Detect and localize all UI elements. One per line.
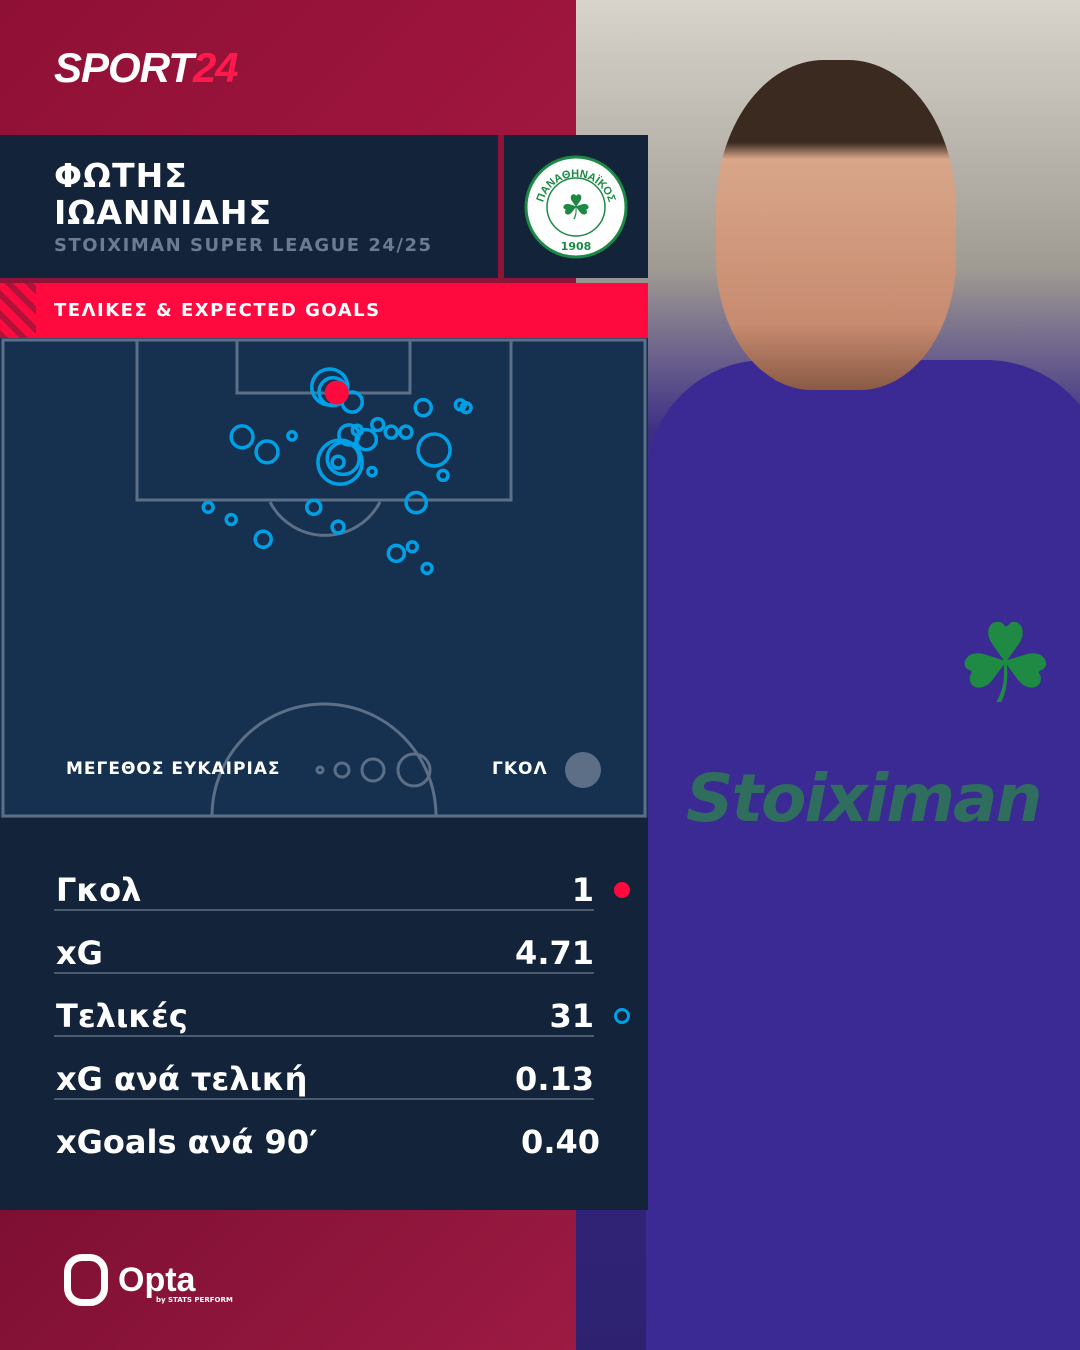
stat-value: 1 <box>571 871 594 909</box>
shot <box>354 427 379 452</box>
player-shirt <box>646 360 1080 1350</box>
goal-marker-icon <box>614 882 630 898</box>
stat-row: xG ανά τελική 0.13 <box>54 1037 594 1100</box>
shot <box>370 416 386 433</box>
competition-label: STOIXIMAN SUPER LEAGUE 24/25 <box>54 235 433 256</box>
shot <box>330 454 346 470</box>
shot <box>350 423 364 437</box>
opta-logo: Opta by STATS PERFORM <box>64 1254 233 1306</box>
club-crest: ΠΑΝΑΘΗΝΑΪΚΟΣ ☘ 1908 <box>524 155 628 259</box>
club-crest-box: ΠΑΝΑΘΗΝΑΪΚΟΣ ☘ 1908 <box>504 135 648 278</box>
shot-map: ΜΕΓΕΘΟΣ ΕΥΚΑΙΡΙΑΣ ΓΚΟΛ <box>0 338 648 818</box>
pitch-outline <box>1 338 647 818</box>
top-background <box>0 0 576 135</box>
stat-row: Γκολ 1 <box>54 848 594 911</box>
player-header: ΦΩΤΗΣ ΙΩΑΝΝΙΔΗΣ STOIXIMAN SUPER LEAGUE 2… <box>0 135 498 278</box>
player-photo: Stoiximan ☘ <box>576 0 1080 1350</box>
six-yard-box <box>235 338 412 395</box>
shot <box>201 500 215 515</box>
shot <box>229 424 255 450</box>
shot <box>405 540 420 554</box>
stats-panel: Γκολ 1 xG 4.71 Τελικές 31 xG ανά τελική 0.13 xGo… <box>0 818 648 1210</box>
stat-value: 0.13 <box>515 1060 594 1098</box>
stat-label: xG ανά τελική <box>56 1060 308 1098</box>
shot <box>304 498 323 517</box>
stat-value: 0.40 <box>521 1123 600 1161</box>
player-name: ΦΩΤΗΣ ΙΩΑΝΝΙΔΗΣ <box>54 156 273 232</box>
shirt-clover-icon: ☘ <box>956 600 1055 728</box>
section-banner: ΤΕΛΙΚΕΣ & EXPECTED GOALS <box>0 283 648 338</box>
shirt-sponsor: Stoiximan <box>686 760 1043 837</box>
shot <box>436 468 450 483</box>
shot <box>286 430 298 442</box>
banner-stripes <box>0 283 36 338</box>
stat-label: xG <box>56 934 103 972</box>
shots-layer <box>201 367 473 576</box>
sport24-logo: SPORT24 <box>54 44 239 91</box>
stat-value: 31 <box>549 997 594 1035</box>
shot <box>383 424 399 440</box>
bottom-background <box>0 1210 576 1350</box>
banner-title: ΤΕΛΙΚΕΣ & EXPECTED GOALS <box>54 300 381 321</box>
shot <box>366 465 378 478</box>
opta-mark <box>64 1254 108 1306</box>
stat-value: 4.71 <box>515 934 594 972</box>
shot <box>416 432 452 468</box>
shot <box>316 438 364 486</box>
shot <box>459 400 473 415</box>
stat-label: xGoals ανά 90′ <box>56 1123 318 1161</box>
shot <box>413 397 433 418</box>
penalty-arc <box>268 501 382 537</box>
shot <box>404 490 428 515</box>
stat-row: xGoals ανά 90′ 0.40 <box>54 1100 600 1163</box>
crest-year: 1908 <box>561 240 592 253</box>
goal-legend-marker <box>565 752 601 788</box>
goal-shot <box>324 380 349 405</box>
size-legend-label: ΜΕΓΕΘΟΣ ΕΥΚΑΙΡΙΑΣ <box>66 759 281 779</box>
shot <box>398 424 414 440</box>
shot <box>325 440 361 477</box>
clover-icon: ☘ <box>561 188 591 228</box>
shot <box>224 512 238 527</box>
stat-label: Τελικές <box>56 997 188 1035</box>
stat-label: Γκολ <box>56 871 142 909</box>
size-legend <box>315 752 432 788</box>
shot <box>254 439 280 465</box>
stat-row: xG 4.71 <box>54 911 594 974</box>
shot <box>420 561 434 576</box>
shot <box>386 543 407 564</box>
player-head <box>716 60 956 390</box>
goal-legend-label: ΓΚΟΛ <box>492 759 548 779</box>
center-circle <box>210 702 438 817</box>
pitch-svg <box>1 338 647 818</box>
shot <box>253 529 273 550</box>
shot-marker-icon <box>614 1008 630 1024</box>
shot <box>330 519 346 535</box>
stat-row: Τελικές 31 <box>54 974 594 1037</box>
